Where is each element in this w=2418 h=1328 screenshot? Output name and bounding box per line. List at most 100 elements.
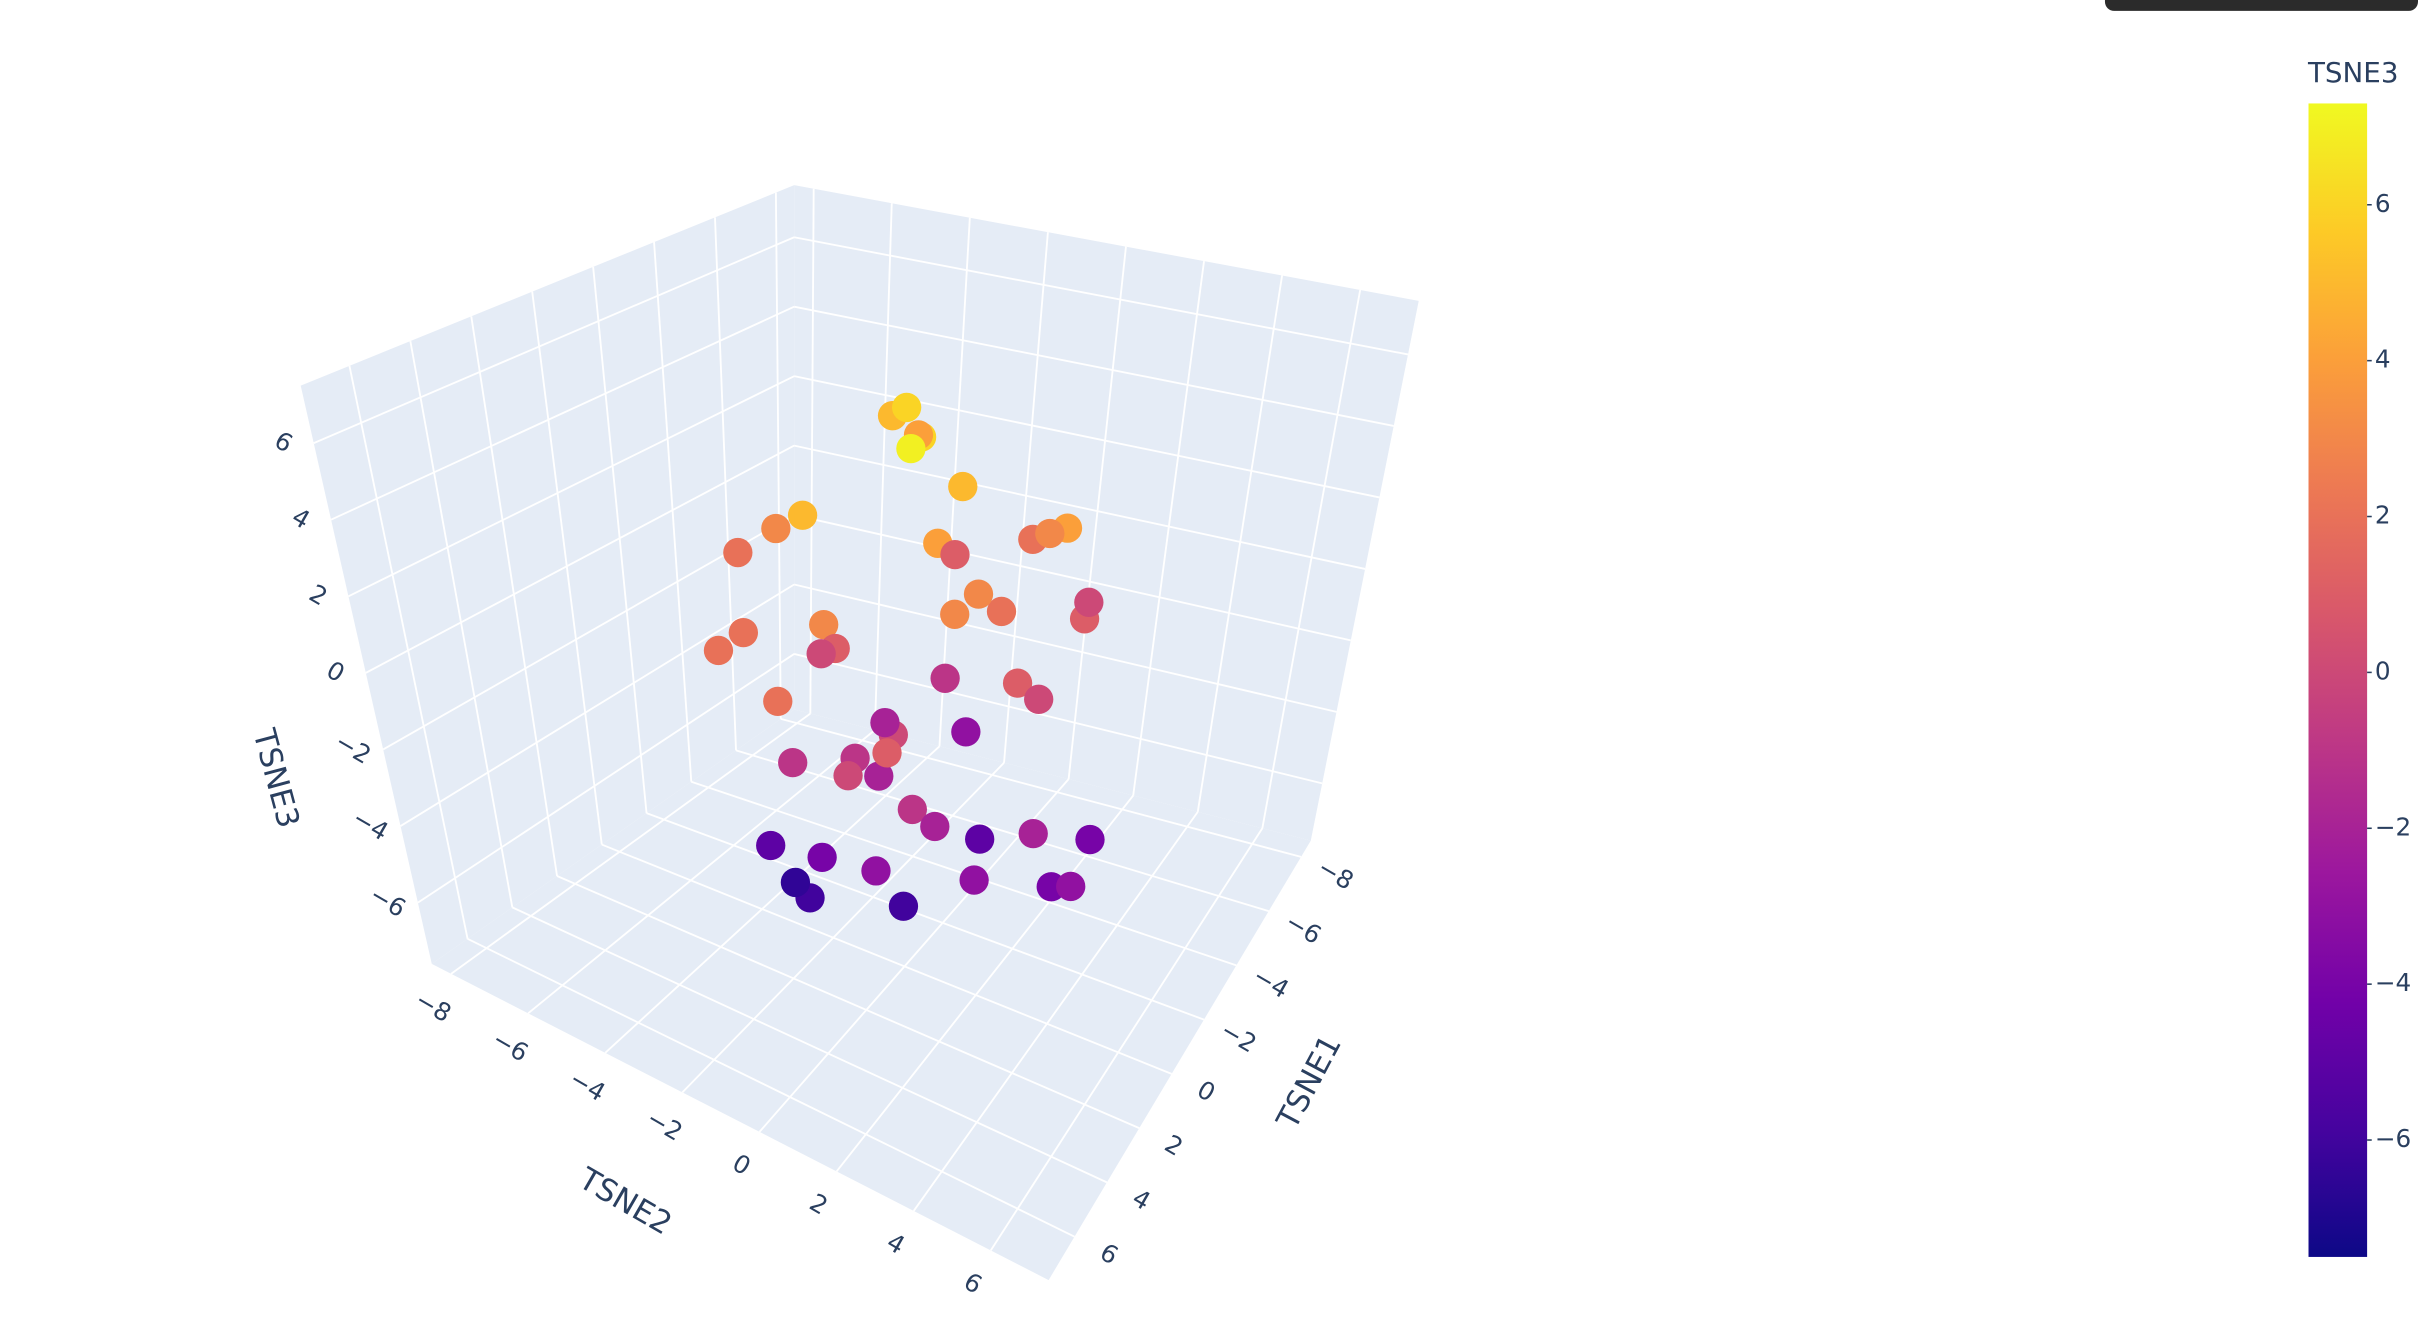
- grid-line: [511, 906, 1108, 1184]
- z-tick-label: −4: [347, 803, 393, 846]
- x-tick-label: 6: [1095, 1237, 1123, 1270]
- wall: [300, 185, 795, 964]
- point: [1035, 518, 1065, 549]
- colorbar: [2308, 103, 2368, 1257]
- z-tick-label: 6: [270, 425, 298, 458]
- y-tick-label: 4: [882, 1227, 910, 1260]
- grid-line: [793, 514, 1352, 642]
- grid-line: [1196, 275, 1284, 813]
- grid-line: [348, 365, 469, 939]
- y-tick-label: 0: [728, 1148, 756, 1181]
- point: [761, 513, 791, 544]
- point: [986, 596, 1017, 627]
- grid-line: [470, 316, 558, 877]
- z-axis-title: TSNE3: [245, 724, 306, 831]
- grid-line: [714, 217, 737, 751]
- point: [1002, 668, 1033, 698]
- point: [864, 761, 894, 791]
- x-tick-label: −6: [1280, 907, 1326, 950]
- grid-line: [601, 843, 1172, 1075]
- grid-line: [365, 444, 795, 674]
- grid-line: [990, 827, 1264, 1251]
- y-tick-label: −6: [487, 1024, 533, 1067]
- colorbar-tick-label: −2: [2375, 812, 2411, 841]
- colorbar-tick-label: −4: [2375, 968, 2411, 997]
- point: [891, 392, 922, 423]
- colorbar-tick-label: 6: [2375, 189, 2391, 218]
- y-tick-label: −8: [410, 985, 456, 1028]
- colorbar-tick-label: 4: [2375, 345, 2391, 374]
- point: [778, 747, 808, 778]
- grid-line: [681, 762, 1005, 1094]
- point: [965, 824, 995, 854]
- point: [833, 761, 863, 791]
- grid-line: [653, 242, 693, 782]
- point: [1075, 824, 1105, 855]
- grid-line: [794, 236, 1409, 356]
- x-tick-label: −8: [1313, 852, 1359, 895]
- point: [959, 865, 989, 895]
- grid-line: [793, 444, 1366, 570]
- point: [963, 579, 994, 609]
- grid-line: [774, 192, 782, 719]
- point: [888, 891, 919, 921]
- grid-line: [646, 812, 1205, 1021]
- x-tick-label: 2: [1160, 1129, 1188, 1162]
- grid-line: [1261, 289, 1362, 829]
- y-tick-label: −2: [642, 1103, 688, 1146]
- z-tick-label: 2: [304, 579, 332, 612]
- grid-line: [793, 305, 1394, 427]
- point: [1056, 871, 1086, 902]
- x-tick-label: −4: [1248, 961, 1294, 1004]
- grid-line: [450, 712, 811, 975]
- colorbar-tick-label: −6: [2375, 1124, 2411, 1153]
- point: [723, 537, 753, 568]
- grid-line: [793, 583, 1337, 713]
- grid-line: [1067, 246, 1127, 780]
- point: [920, 811, 950, 842]
- point: [728, 617, 758, 648]
- y-tick-label: 6: [959, 1267, 987, 1300]
- grid-line: [527, 729, 876, 1015]
- colorbar-tick-label: 2: [2375, 501, 2391, 530]
- point: [806, 639, 836, 669]
- x-tick-label: 0: [1192, 1075, 1220, 1108]
- y-axis-title: TSNE2: [572, 1160, 678, 1242]
- point: [703, 635, 734, 666]
- colorbar-tick-label: 0: [2375, 656, 2391, 685]
- grid-line: [735, 749, 1269, 912]
- point: [1074, 587, 1104, 617]
- grid-line: [780, 718, 1302, 858]
- grid-line: [409, 340, 514, 908]
- grid-line: [1132, 260, 1205, 796]
- point: [787, 500, 818, 530]
- grid-line: [348, 375, 795, 598]
- point: [756, 830, 786, 861]
- point: [896, 433, 926, 464]
- grid-line: [793, 653, 1323, 785]
- grid-line: [313, 236, 795, 444]
- point: [1024, 684, 1054, 714]
- x-tick-label: −2: [1216, 1015, 1262, 1058]
- x-tick-label: 4: [1128, 1183, 1156, 1216]
- point: [897, 794, 927, 825]
- point: [930, 663, 960, 693]
- point: [763, 686, 793, 717]
- grid-line: [400, 583, 795, 827]
- y-tick-label: −4: [565, 1064, 611, 1107]
- grid-line: [793, 375, 1380, 499]
- grid-line: [758, 778, 1070, 1133]
- grid-line: [592, 266, 648, 814]
- z-tick-label: 0: [322, 655, 350, 688]
- point: [951, 717, 981, 747]
- point: [861, 856, 891, 886]
- grid-line: [873, 203, 893, 731]
- x-axis-title: TSNE1: [1269, 1029, 1348, 1136]
- grid-line: [330, 305, 795, 521]
- point: [1018, 818, 1048, 849]
- point: [948, 471, 978, 502]
- point: [940, 599, 970, 629]
- grid-line: [604, 745, 941, 1054]
